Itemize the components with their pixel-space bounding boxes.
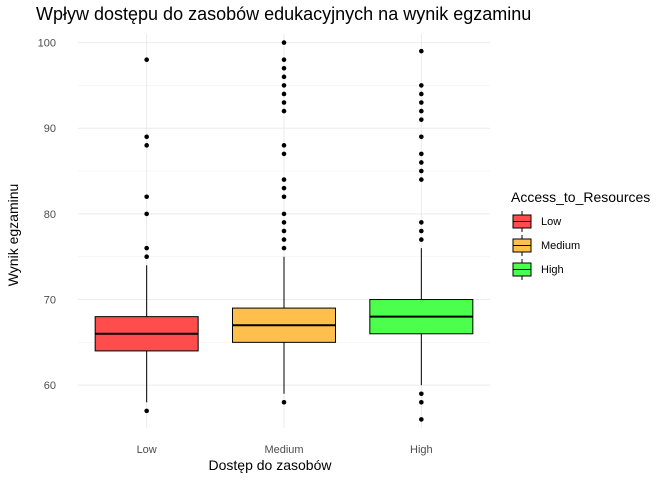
- outlier-point: [419, 228, 424, 234]
- boxes-layer: [94, 40, 474, 422]
- x-tick-label: Medium: [264, 444, 303, 456]
- outlier-point: [419, 168, 424, 174]
- legend-entry-medium: Medium: [512, 235, 580, 256]
- outlier-point: [419, 177, 424, 182]
- outlier-point: [144, 211, 149, 217]
- outlier-point: [419, 117, 424, 122]
- legend-label: Medium: [541, 240, 580, 252]
- outlier-point: [144, 134, 149, 140]
- x-axis-ticks: Low Medium High: [137, 444, 433, 456]
- box-low: [94, 57, 199, 414]
- outlier-point: [281, 400, 287, 405]
- legend-label: Low: [541, 216, 561, 228]
- outlier-point: [281, 57, 287, 62]
- legend-entry-low: Low: [512, 211, 561, 232]
- outlier-point: [144, 254, 149, 259]
- outlier-point: [281, 143, 287, 148]
- outlier-point: [281, 237, 287, 242]
- y-axis-title: Wynik egzaminu: [5, 184, 21, 287]
- outlier-point: [281, 91, 287, 97]
- legend-title: Access_to_Resources: [511, 189, 650, 205]
- outlier-point: [281, 185, 287, 191]
- outlier-point: [144, 245, 149, 251]
- legend: Access_to_Resources Low Medium High: [511, 189, 650, 280]
- outlier-point: [144, 57, 149, 62]
- outlier-point: [281, 74, 287, 80]
- chart-title: Wpływ dostępu do zasobów edukacyjnych na…: [36, 4, 531, 24]
- y-tick-label: 90: [44, 123, 56, 135]
- outlier-point: [419, 160, 424, 165]
- box-medium: [232, 40, 336, 405]
- outlier-point: [419, 134, 424, 140]
- outlier-point: [419, 417, 424, 422]
- outlier-point: [419, 220, 424, 225]
- outlier-point: [144, 143, 149, 148]
- outlier-point: [419, 91, 424, 97]
- outlier-point: [281, 151, 287, 157]
- y-tick-label: 100: [38, 38, 56, 50]
- outlier-point: [419, 151, 424, 157]
- outlier-point: [281, 220, 287, 225]
- y-tick-label: 60: [44, 380, 56, 392]
- outlier-point: [419, 391, 424, 397]
- x-tick-label: High: [410, 444, 433, 456]
- outlier-point: [281, 194, 287, 200]
- legend-entry-high: High: [512, 259, 564, 280]
- outlier-point: [281, 108, 287, 114]
- outlier-point: [281, 245, 287, 251]
- outlier-point: [281, 100, 287, 105]
- y-tick-label: 80: [44, 209, 56, 221]
- outlier-point: [281, 177, 287, 182]
- outlier-point: [419, 48, 424, 54]
- y-axis-ticks: 60 70 80 90 100: [38, 38, 56, 393]
- outlier-point: [419, 83, 424, 88]
- box-high: [369, 48, 474, 422]
- outlier-point: [144, 408, 149, 414]
- outlier-point: [281, 83, 287, 88]
- y-tick-label: 70: [44, 295, 56, 307]
- outlier-point: [281, 211, 287, 217]
- outlier-point: [419, 400, 424, 405]
- outlier-point: [281, 65, 287, 71]
- outlier-point: [419, 237, 424, 242]
- x-tick-label: Low: [137, 444, 157, 456]
- x-axis-title: Dostęp do zasobów: [209, 457, 333, 473]
- legend-label: High: [541, 264, 564, 276]
- outlier-point: [419, 100, 424, 105]
- outlier-point: [281, 40, 287, 45]
- outlier-point: [419, 108, 424, 114]
- outlier-point: [281, 228, 287, 234]
- outlier-point: [144, 194, 149, 200]
